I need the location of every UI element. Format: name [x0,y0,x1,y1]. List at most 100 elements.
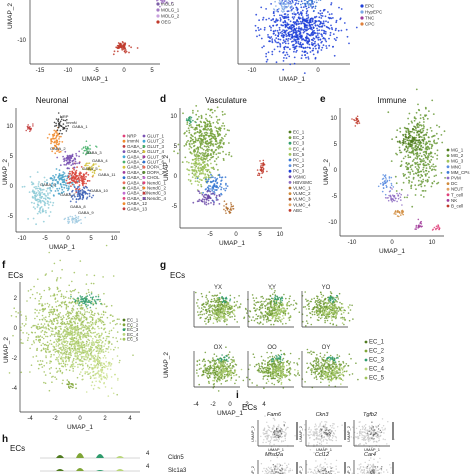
panel-e-xaxis-label: UMAP_1 [379,248,405,255]
legend-label: EPC [365,4,375,9]
legend-swatch [122,139,126,143]
abc-cluster [256,159,268,179]
legend-swatch [156,14,160,18]
legend-swatch [288,164,292,168]
legend-swatch [142,171,146,174]
feature-yaxis-label: UMAP_2 [346,425,351,442]
legend-label: EC_1 [369,340,385,346]
feature-xaxis-label: UMAP_1 [364,447,381,452]
panel-h: h ECs Cldn5 4 Slc1a3 4 [2,434,187,474]
violin-gene-label: Slc1a3 [168,468,187,474]
panel-d-ytick: 10 [170,114,177,120]
neuron-cluster-yellow [82,162,102,177]
panel-a-xtick-1: -15 [36,68,45,74]
neuron-cluster-small [25,123,34,133]
panel-g-xtick: 4 [262,402,266,408]
legend-swatch [446,187,450,191]
feature-plot-tgfb2: Tgfb2 UMAP_2 UMAP_1 [346,412,395,452]
panel-d-ytick: -5 [172,204,178,210]
panel-d-yaxis-label: UMAP_2 [163,155,170,181]
legend-label: mOLG [161,2,175,7]
legend-swatch [122,191,126,195]
legend-label: PC_2 [293,163,305,168]
feature-xaxis-label: UMAP_1 [316,447,333,452]
legend-swatch [288,209,292,212]
feature-cells [347,418,395,449]
legend-swatch [122,150,126,154]
panel-d-xaxis-label: UMAP_1 [219,240,245,247]
legend-label: GLUT_1 [147,134,165,139]
legend-swatch [288,136,292,140]
legend-label: EC_3 [127,327,139,332]
legend-swatch [142,191,146,195]
panel-c-xtick: 10 [111,236,118,242]
legend-label: GABA_1 [127,144,145,149]
legend-label: NK [451,198,457,203]
panel-f-ytick: 2 [14,296,18,302]
tnc-cluster [298,0,322,12]
legend-swatch [142,197,146,200]
legend-label: GABA_4 [127,160,145,165]
ec2-cells [203,360,243,384]
legend-swatch [122,202,126,206]
ec3-cluster [185,116,197,125]
neuron-cluster-dark [53,112,69,135]
legend-swatch [364,349,368,353]
panel-c-title: Neuronal [36,96,69,105]
violin [76,453,84,458]
panel-f: f ECs 2 0 -2 -4 -4 -2 0 2 4 UMAP_1 UMAP_… [2,244,140,431]
legend-swatch [364,367,368,371]
feature-gene-label: Ckn3 [316,412,330,418]
legend-swatch [288,197,292,201]
legend-label: CPC [365,22,375,27]
legend-label: VLMC_4 [293,202,311,207]
panel-f-ytick: 0 [14,326,18,332]
legend-label: GLUT_2 [147,139,165,144]
ec3-cells [70,293,102,309]
legend-label: NendC_2 [147,186,167,191]
feature-colorbar [392,422,394,440]
panel-c-xtick: 5 [89,236,93,242]
legend-label: VLMC_1 [293,186,311,191]
legend-swatch [122,337,126,341]
panel-f-xtick: 0 [78,416,82,422]
legend-label: GABA_6 [127,170,145,175]
panel-f-xaxis-label: UMAP_1 [67,424,93,431]
legend-swatch [288,153,292,156]
legend-label: GABA_11 [127,196,147,201]
legend-label: MM_CPs [451,170,470,175]
panel-g-xtick: 2 [245,402,249,408]
neuron-cluster-left [21,171,55,226]
panel-f-xtick: -2 [52,416,58,422]
cluster-annotation: GABA_6 [40,182,56,187]
panel-b-xtick-2: 0 [316,68,320,74]
nk-cluster [414,218,423,230]
neuron-cluster-bottom [63,214,86,224]
feature-gene-label: Fam6 [267,412,282,418]
legend-label: GABA_8 [127,180,145,185]
feature-colorbar [392,462,394,474]
panel-g-xtick: 0 [228,402,232,408]
panel-g-yaxis-label: UMAP_2 [163,352,170,378]
violin [96,454,104,458]
feature-yaxis-label: UMAP_2 [250,465,255,474]
legend-swatch [122,160,126,164]
panel-g-subplot-oy: OY [293,345,359,389]
legend-swatch [288,186,292,190]
subplot-title: OX [214,345,223,351]
legend-swatch [122,197,126,200]
panel-c-clusters: NRPImmNGABA_1GABA_2GABA_3GABA_4GABA_5GAB… [21,112,116,226]
panel-c-ytick: 0 [10,184,14,190]
legend-swatch [288,147,292,151]
legend-label: GLUT_6 [147,160,165,165]
legend-label: MG_3 [451,159,464,164]
legend-swatch [142,155,146,159]
legend-label: VSMC [293,174,307,179]
legend-swatch [360,22,364,26]
panel-e-clusters [351,88,446,231]
legend-swatch [446,199,450,202]
legend-label: GABA_5 [127,165,145,170]
panel-d-xtick: -5 [207,232,213,238]
feature-cells-high [272,424,285,439]
panel-i-label: i [236,390,239,401]
